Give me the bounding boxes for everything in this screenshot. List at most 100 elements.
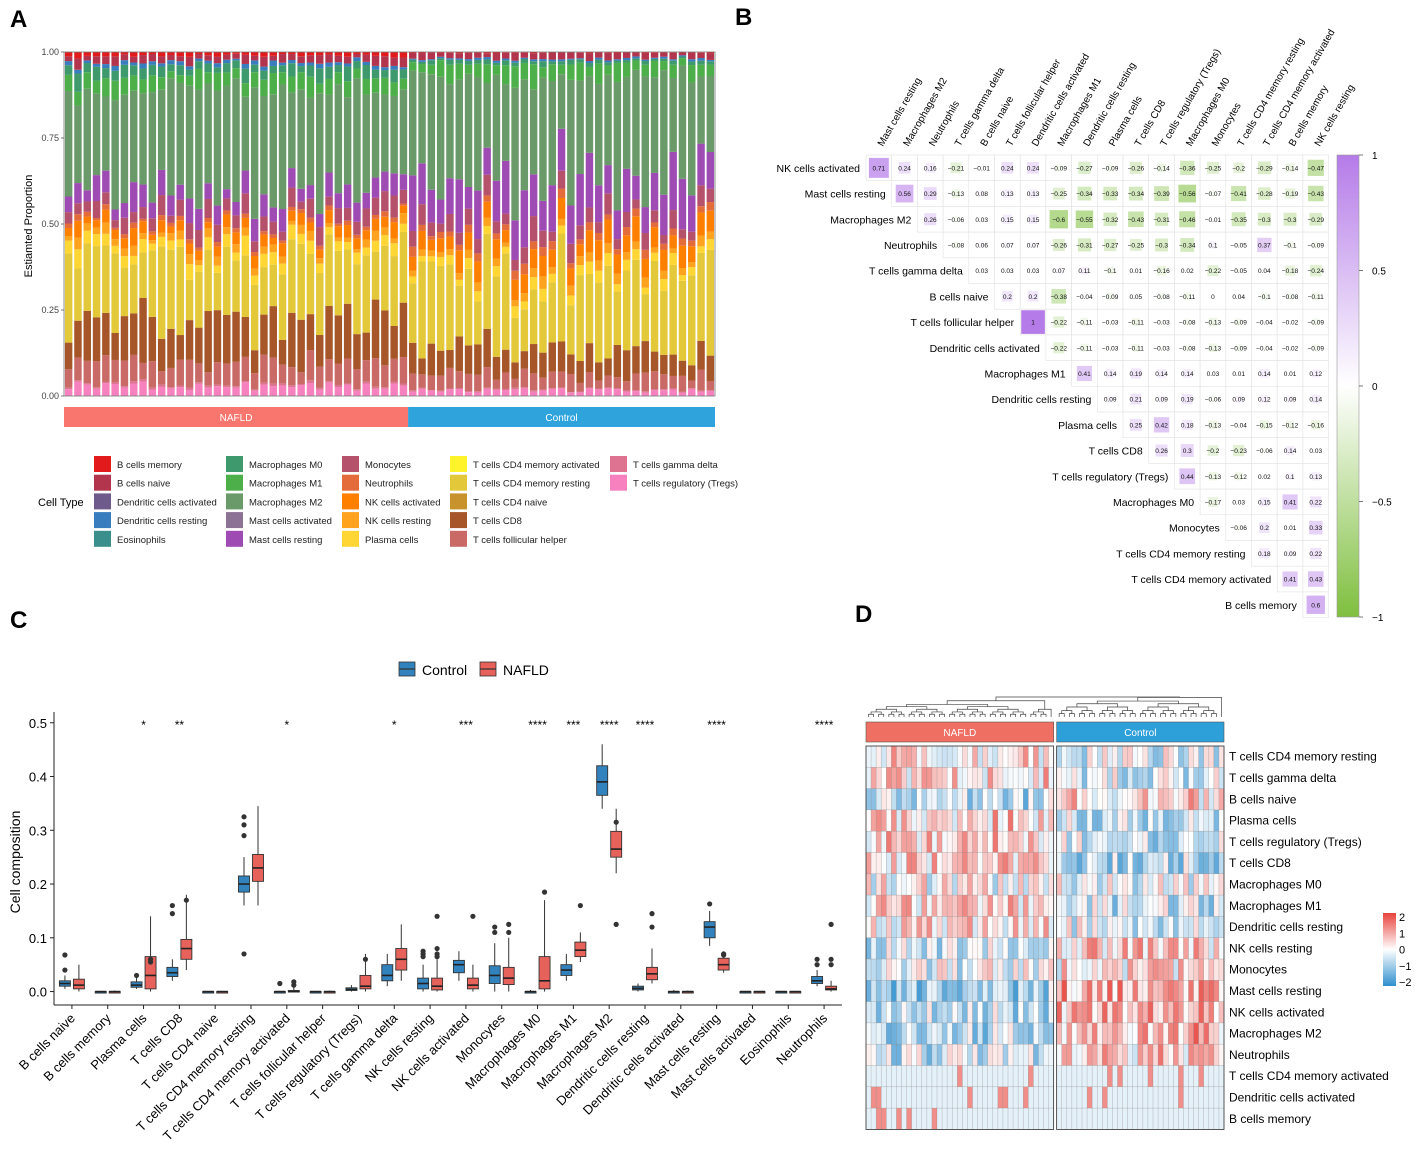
bar-segment-neutrophils: [390, 217, 398, 223]
bar-segment-b-cells-naive: [446, 52, 454, 59]
bar-segment-t-cells-cd4-memory-resting: [195, 271, 203, 328]
corr-cell-square: [1106, 266, 1114, 275]
heatmap-cell: [1102, 1108, 1108, 1130]
corr-cell-value: −0.09: [1102, 165, 1119, 172]
corr-cell-square: [1283, 212, 1297, 226]
bar-segment-dendritic-cells-resting: [557, 59, 566, 62]
heatmap-cell: [1071, 1065, 1078, 1087]
heatmap-cell: [1076, 1065, 1083, 1087]
panel-a-y-ticks: 0.000.250.500.751.00: [41, 47, 64, 401]
bar-segment-dendritic-cells-resting: [139, 63, 147, 69]
heatmap-cell: [896, 937, 902, 960]
dendrogram-branch: [1203, 710, 1215, 714]
bar-segment-macrophages-m2: [483, 82, 491, 148]
bar-segment-nk-cells-activated: [195, 250, 203, 260]
bar-segment-macrophages-m0: [92, 66, 101, 81]
bar-segment-nk-cells-activated: [511, 279, 519, 301]
heatmap-cell: [1038, 916, 1044, 938]
heatmap-cell: [1213, 873, 1220, 896]
heatmap-cell: [1198, 852, 1204, 874]
bar-segment-macrophages-m2: [511, 87, 519, 221]
heatmap-cell: [992, 852, 999, 874]
heatmap-cell: [1147, 873, 1154, 896]
bar-segment-t-cells-regulatory-tregs-: [427, 390, 436, 396]
bar-segment-t-cells-gamma-delta: [130, 381, 138, 384]
bar-segment-macrophages-m0: [548, 61, 556, 65]
heatmap-cell: [1158, 1001, 1164, 1024]
heatmap-cell: [1213, 1108, 1220, 1130]
heatmap-cell: [891, 873, 897, 896]
heatmap-cell: [871, 1065, 877, 1087]
bar-segment-nk-cells-resting: [595, 260, 603, 271]
corr-cell-square: [1055, 267, 1062, 274]
bar-segment-nk-cells-activated: [185, 243, 194, 255]
heatmap-cell: [1013, 746, 1019, 768]
heatmap-cell: [1218, 1044, 1225, 1066]
heatmap-cell: [1112, 1065, 1118, 1087]
bar-segment-macrophages-m2: [371, 92, 380, 178]
bar-segment-neutrophils: [353, 234, 361, 239]
corr-cell-value: 0.13: [1001, 191, 1014, 198]
heatmap-cell: [1071, 767, 1078, 789]
heatmap-colorbar: [1383, 913, 1396, 986]
heatmap-cell: [1147, 916, 1154, 938]
corr-cell-value: −0.04: [1076, 294, 1093, 301]
heatmap-cell: [906, 831, 912, 853]
heatmap-cell: [1002, 852, 1009, 874]
corr-cell-square: [1027, 291, 1039, 302]
heatmap-cell: [1092, 1108, 1098, 1130]
corr-cell-square: [1055, 164, 1063, 172]
corr-cell-value: 0.19: [1181, 397, 1194, 404]
bar-segment-t-cells-regulatory-tregs-: [195, 383, 203, 396]
heatmap-cell: [962, 959, 968, 981]
bar-segment-plasma-cells: [474, 291, 482, 302]
bar-segment-mast-cells-resting: [362, 192, 370, 209]
heatmap-cell: [926, 873, 933, 896]
heatmap-cell: [866, 1001, 872, 1024]
heatmap-cell: [1038, 767, 1044, 789]
bar-segment-b-cells-memory: [529, 52, 538, 54]
corr-cell-square: [1155, 238, 1169, 252]
dendrogram-branch: [1000, 713, 1006, 717]
bar-segment-plasma-cells: [669, 253, 677, 265]
dendrogram-branch: [1119, 713, 1126, 717]
legend-label: T cells gamma delta: [633, 460, 719, 471]
heatmap-cell: [952, 916, 958, 938]
heatmap-cell: [871, 916, 877, 938]
bar-segment-monocytes: [427, 222, 436, 237]
heatmap-cell: [987, 873, 993, 896]
bar-segment-b-cells-naive: [260, 56, 268, 67]
bar-segment-t-cells-cd8: [204, 311, 212, 373]
heatmap-cell: [1061, 1065, 1067, 1087]
bar-segment-t-cells-gamma-delta: [74, 380, 82, 382]
corr-cell-value: −0.21: [948, 165, 965, 172]
corr-cell-value: −0.41: [1230, 191, 1247, 198]
heatmap-cell: [1158, 916, 1164, 938]
bar-segment-nk-cells-activated: [502, 230, 510, 243]
heatmap-cell: [1071, 1086, 1078, 1109]
panel-c-boxplot: Control NAFLD Cell composition 0.00.10.2…: [7, 661, 842, 1144]
heatmap-cell: [896, 1001, 902, 1024]
bar-segment-t-cells-cd4-memory-resting: [650, 260, 659, 352]
bar-segment-t-cells-cd8: [697, 340, 705, 370]
bar-segment-monocytes: [92, 200, 101, 219]
heatmap-cell: [1008, 1022, 1014, 1045]
heatmap-cell: [1188, 767, 1194, 789]
heatmap-cell: [1043, 746, 1049, 768]
heatmap-cell: [1142, 937, 1149, 960]
bar-segment-t-cells-follicular-helper: [650, 371, 659, 390]
corr-cell-value: −0.2: [1207, 448, 1220, 455]
bar-segment-nk-cells-activated: [622, 235, 631, 253]
heatmap-cell: [1178, 980, 1184, 1002]
heatmap-cell: [1142, 1022, 1149, 1045]
group-strip-label-control: Control: [545, 413, 577, 424]
bar-segment-t-cells-cd8: [325, 305, 333, 360]
bar-segment-plasma-cells: [511, 306, 519, 318]
bar-segment-neutrophils: [195, 247, 203, 251]
heatmap-cell: [1038, 788, 1044, 811]
bar-segment-neutrophils: [474, 253, 482, 262]
bar-segment-nk-cells-activated: [223, 214, 231, 228]
heatmap-cell: [992, 937, 999, 960]
bar-segment-t-cells-regulatory-tregs-: [232, 387, 240, 396]
